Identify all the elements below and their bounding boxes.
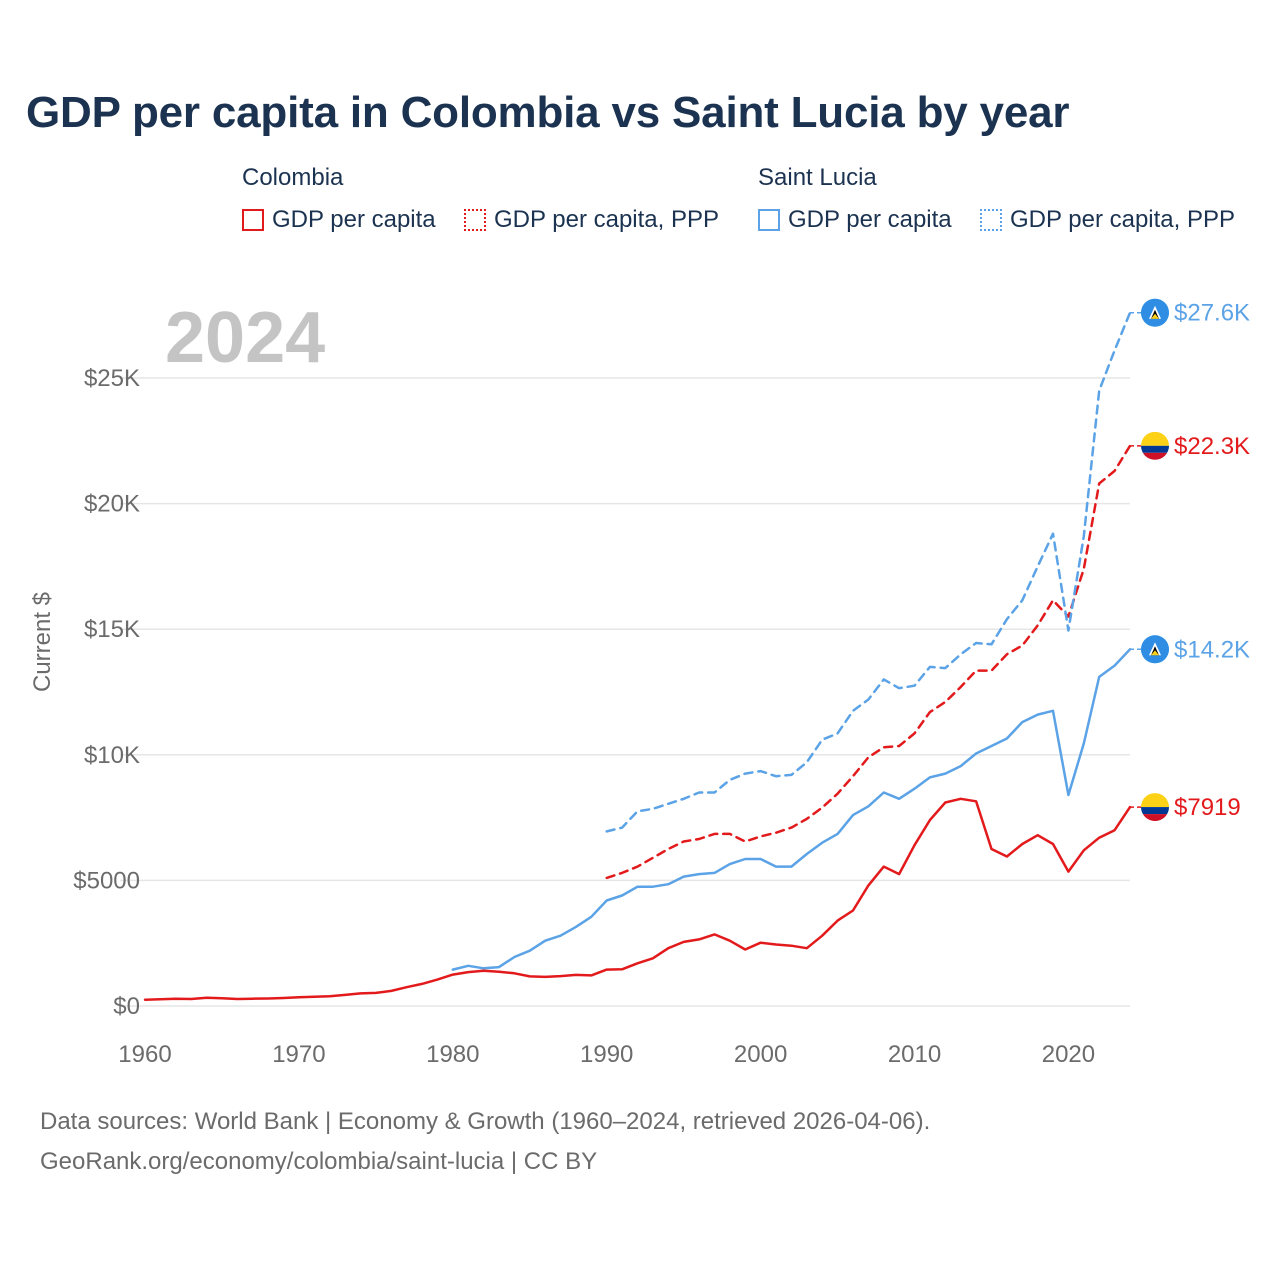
legend-label: GDP per capita <box>788 206 952 233</box>
series-end-label: $22.3K <box>1174 433 1250 460</box>
x-axis: 1960 1970 1980 1990 2000 2010 2020 <box>118 1041 1095 1068</box>
y-tick-label: $10K <box>84 742 140 769</box>
y-axis-title: Current $ <box>29 592 56 692</box>
x-tick-label: 2000 <box>734 1041 787 1068</box>
legend-swatch-solid-red <box>242 209 264 231</box>
x-tick-label: 1980 <box>426 1041 479 1068</box>
x-tick-label: 1960 <box>118 1041 171 1068</box>
source-line-1: Data sources: World Bank | Economy & Gro… <box>40 1108 931 1135</box>
series-endpoints: $7919 $22.3K $14.2K $27.6K <box>1130 298 1250 822</box>
legend-label: GDP per capita, PPP <box>494 206 719 233</box>
chart-title: GDP per capita in Colombia vs Saint Luci… <box>26 88 1070 137</box>
source-line-2: GeoRank.org/economy/colombia/saint-lucia… <box>40 1148 598 1175</box>
legend-saint-lucia-gdp[interactable]: GDP per capita <box>758 205 952 235</box>
series-end-label: $7919 <box>1174 794 1241 821</box>
y-tick-label: $20K <box>84 491 140 518</box>
x-tick-label: 1970 <box>272 1041 325 1068</box>
saint-lucia-flag-icon <box>1141 298 1169 327</box>
legend-swatch-dotted-red <box>464 209 486 231</box>
series-end-label: $27.6K <box>1174 300 1250 327</box>
legend-label: GDP per capita, PPP <box>1010 206 1235 233</box>
series-end-label: $14.2K <box>1174 636 1250 663</box>
colombia-flag-icon <box>1141 431 1169 460</box>
x-tick-label: 1990 <box>580 1041 633 1068</box>
y-tick-label: $0 <box>113 993 140 1020</box>
legend-saint-lucia-gdp-ppp[interactable]: GDP per capita, PPP <box>980 205 1235 235</box>
current-year-label: 2024 <box>165 298 325 378</box>
series-lines <box>143 311 1132 1001</box>
y-tick-label: $5000 <box>73 867 140 894</box>
legend-colombia-title: Colombia <box>242 164 344 191</box>
legend-swatch-dotted-blue <box>980 209 1002 231</box>
y-tick-label: $25K <box>84 365 140 392</box>
line-chart: 2024 $0 $5000 $10K $15K $20K $25K 1960 1970 198… <box>29 298 1250 1068</box>
series-line-saint_lucia-gdp[interactable] <box>451 648 1132 971</box>
x-tick-label: 2010 <box>888 1041 941 1068</box>
saint-lucia-flag-icon <box>1141 635 1169 664</box>
grid-lines <box>120 377 1130 1007</box>
legend-saint-lucia-title: Saint Lucia <box>758 164 877 191</box>
series-line-colombia-gdp[interactable] <box>143 797 1132 1001</box>
x-tick-label: 2020 <box>1042 1041 1095 1068</box>
series-line-saint_lucia-ppp[interactable] <box>605 311 1132 833</box>
series-line-colombia-ppp[interactable] <box>605 444 1132 880</box>
y-axis: $0 $5000 $10K $15K $20K $25K <box>73 365 140 1020</box>
legend-swatch-solid-blue <box>758 209 780 231</box>
colombia-flag-icon <box>1141 793 1169 822</box>
y-tick-label: $15K <box>84 616 140 643</box>
legend-colombia-gdp[interactable]: GDP per capita <box>242 205 436 235</box>
legend-colombia-gdp-ppp[interactable]: GDP per capita, PPP <box>464 205 719 235</box>
legend-label: GDP per capita <box>272 206 436 233</box>
